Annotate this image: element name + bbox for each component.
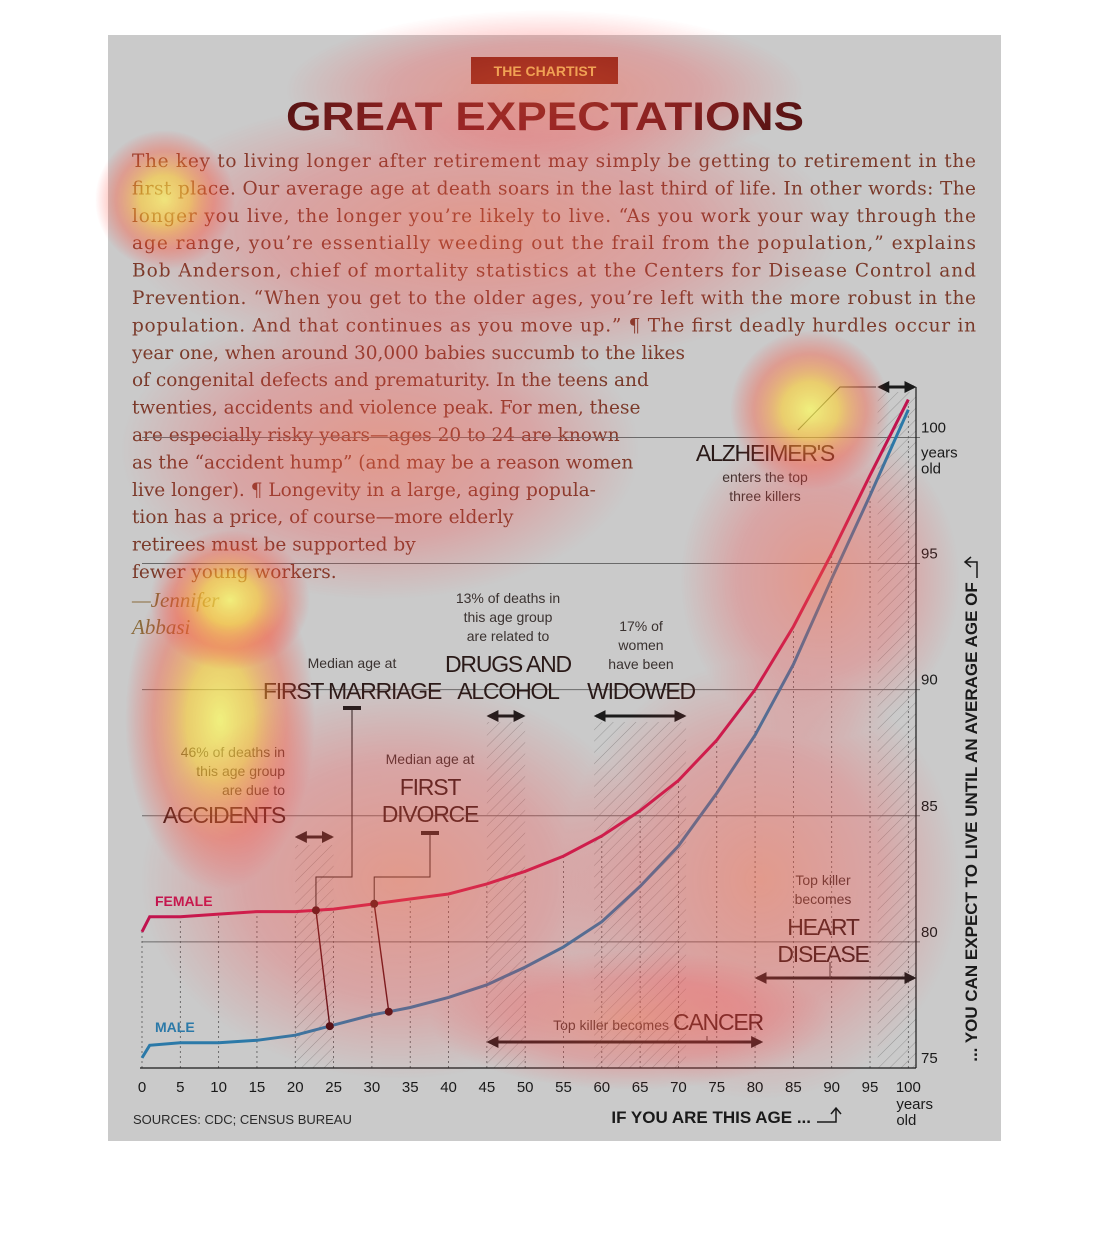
x-tick-label: 30	[364, 1079, 381, 1096]
x-tick-label: 5	[176, 1079, 184, 1096]
female-age-dot	[311, 906, 320, 915]
x-unit-label: old	[896, 1112, 916, 1129]
x-unit-label: years	[896, 1096, 933, 1113]
legend-label: MALE	[155, 1019, 195, 1035]
y-tick-label: 90	[921, 672, 938, 689]
x-tick-label: 100	[896, 1079, 921, 1096]
y-tick-label: 80	[921, 924, 938, 941]
x-tick-label: 0	[138, 1079, 146, 1096]
range-hatch	[486, 722, 526, 1068]
x-label-arrow	[817, 1106, 842, 1123]
annotation-note: Top killer	[795, 872, 851, 888]
annotation-note: are due to	[222, 782, 285, 798]
x-tick-label: 50	[517, 1079, 534, 1096]
x-tick-label: 20	[287, 1079, 304, 1096]
body-line: age range, you’re essentially weeding ou…	[132, 233, 976, 254]
x-axis-label: IF YOU ARE THIS AGE ...	[611, 1108, 811, 1127]
x-tick-label: 60	[593, 1079, 610, 1096]
annotation-label: DRUGS AND	[445, 651, 572, 677]
annotation-note: enters the top	[722, 469, 808, 485]
body-line: longer you live, the longer you’re likel…	[132, 206, 976, 227]
body-line: as the “accident hump” (and may be a rea…	[132, 452, 633, 473]
annotation-note: 13% of deaths in	[456, 590, 560, 606]
annotation-note: three killers	[729, 488, 801, 504]
byline: —Jennifer	[131, 588, 220, 612]
x-tick-label: 80	[747, 1079, 764, 1096]
y-tick-label: 95	[921, 546, 938, 563]
body-line: twenties, accidents and violence peak. F…	[132, 398, 640, 419]
x-tick-label: 90	[823, 1079, 840, 1096]
annotation-label: DISEASE	[777, 941, 869, 967]
x-tick-label: 25	[325, 1079, 342, 1096]
annotation-note: Top killer becomes	[553, 1017, 669, 1033]
legend-label: FEMALE	[155, 893, 213, 909]
x-tick-label: 85	[785, 1079, 802, 1096]
x-tick-label: 10	[210, 1079, 227, 1096]
annotation-label: ACCIDENTS	[163, 802, 286, 828]
x-tick-label: 70	[670, 1079, 687, 1096]
annotation-label: FIRST MARRIAGE	[263, 678, 442, 704]
chart-title: GREAT EXPECTATIONS	[286, 95, 804, 139]
annotation-label: CANCER	[673, 1009, 764, 1035]
annotation-label: DIVORCE	[382, 801, 479, 827]
x-tick-label: 65	[632, 1079, 649, 1096]
annotation-label: WIDOWED	[587, 678, 695, 704]
annotation-label: ALZHEIMER'S	[696, 440, 835, 466]
x-tick-label: 45	[479, 1079, 496, 1096]
y-tick-label: 85	[921, 798, 938, 815]
x-tick-label: 55	[555, 1079, 572, 1096]
annotation-note: are related to	[467, 628, 550, 644]
body-line: first place. Our average age at death so…	[132, 178, 976, 199]
source: SOURCES: CDC; CENSUS BUREAU	[133, 1112, 352, 1127]
annotation-note: 46% of deaths in	[181, 744, 285, 760]
y-unit-label: old	[921, 460, 941, 477]
panel	[108, 35, 1001, 1141]
body-line: Bob Anderson, chief of mortality statist…	[132, 261, 976, 282]
range-hatch	[877, 392, 916, 1068]
x-tick-label: 40	[440, 1079, 457, 1096]
annotation-note: becomes	[795, 891, 852, 907]
body-line: Prevention. “When you get to the older a…	[132, 288, 976, 309]
x-tick-label: 35	[402, 1079, 419, 1096]
female-age-dot	[370, 899, 379, 908]
body-line: of congenital defects and prematurity. I…	[132, 370, 649, 391]
body-line: The key to living longer after retiremen…	[132, 151, 976, 172]
body-line: live longer). ¶ Longevity in a large, ag…	[132, 480, 596, 501]
body-line: fewer young workers.	[132, 562, 337, 583]
annotation-note: 17% of	[619, 618, 663, 634]
y-tick-label: 75	[921, 1050, 938, 1067]
annotation-note: women	[617, 637, 663, 653]
annotation-label: HEART	[787, 914, 860, 940]
annotation-note: this age group	[464, 609, 553, 625]
annotation-note: Median age at	[386, 751, 475, 767]
annotation-label: FIRST	[400, 774, 462, 800]
y-unit-label: years	[921, 444, 958, 461]
x-tick-label: 75	[708, 1079, 725, 1096]
body-line: tion has a price, of course—more elderly	[132, 507, 514, 528]
body-line: are especially risky years—ages 20 to 24…	[132, 425, 620, 446]
x-tick-label: 15	[249, 1079, 266, 1096]
annotation-note: this age group	[196, 763, 285, 779]
annotation-note: have been	[608, 656, 673, 672]
male-age-dot	[325, 1022, 334, 1031]
male-age-dot	[384, 1007, 393, 1016]
kicker: THE CHARTIST	[494, 63, 597, 79]
y-label-arrow	[963, 556, 978, 578]
x-tick-label: 95	[862, 1079, 879, 1096]
y-axis-label: ... YOU CAN EXPECT TO LIVE UNTIL AN AVER…	[962, 582, 981, 1062]
body-line: retirees must be supported by	[132, 535, 416, 556]
annotation-label: ALCOHOL	[457, 678, 560, 704]
annotation-note: Median age at	[308, 655, 397, 671]
body-line: population. And that continues as you mo…	[132, 315, 976, 336]
y-tick-label: 100	[921, 419, 946, 436]
body-line: year one, when around 30,000 babies succ…	[131, 343, 685, 364]
byline: Abbasi	[130, 615, 191, 639]
